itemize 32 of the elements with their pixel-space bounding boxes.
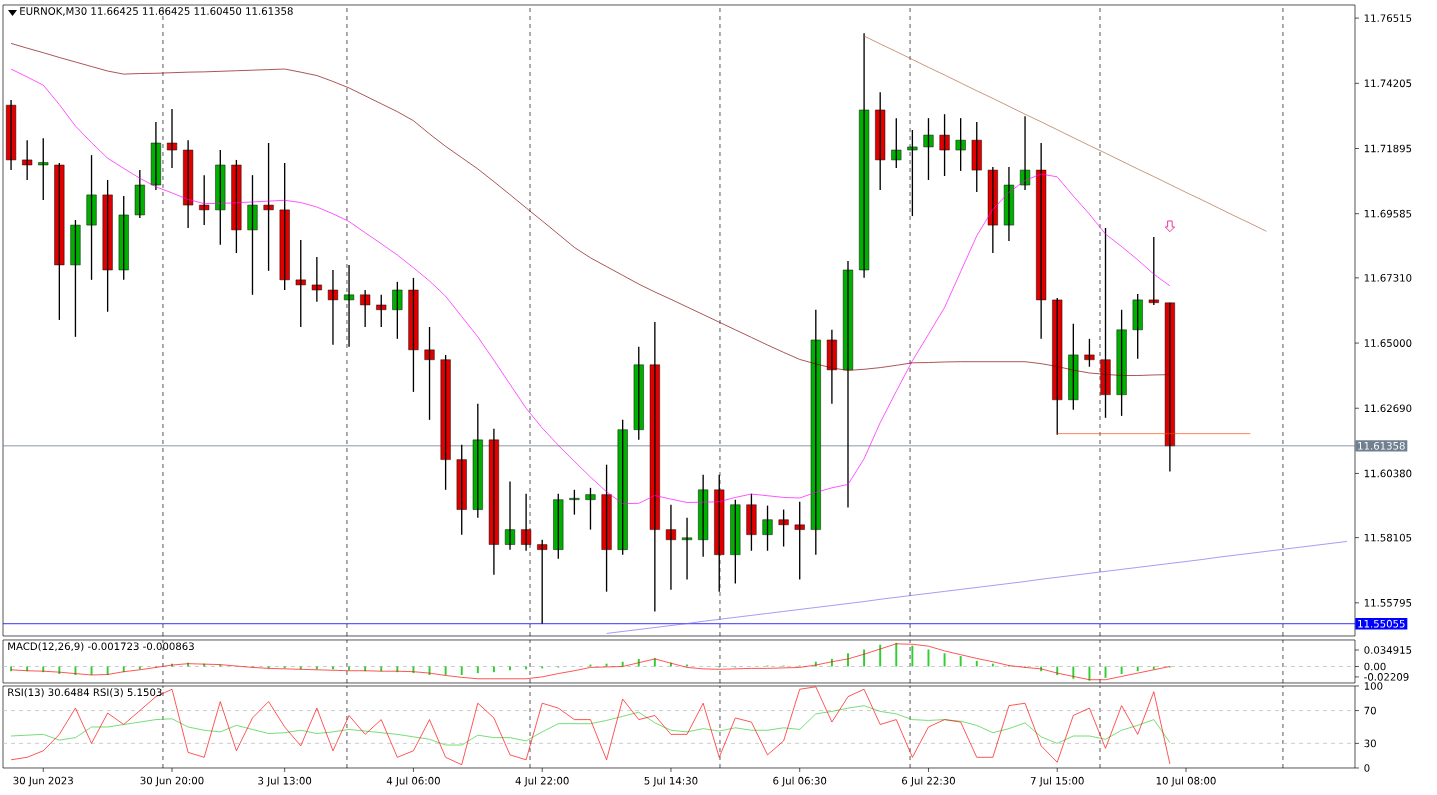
y-tick-label: 11.60380 xyxy=(1364,469,1412,478)
y-tick-label: 11.74205 xyxy=(1364,79,1412,88)
y-tick-label: 30 xyxy=(1364,739,1376,748)
y-tick-label: 11.62690 xyxy=(1364,404,1412,413)
y-tick-label: 11.67310 xyxy=(1364,274,1412,282)
ref-line-label: 11.55055 xyxy=(1358,619,1405,628)
x-tick-label: 30 Jun 2023 xyxy=(13,776,73,787)
y-tick-label: 11.76515 xyxy=(1364,14,1412,22)
x-tick-label: 10 Jul 08:00 xyxy=(1156,776,1216,787)
y-tick-label: 11.71895 xyxy=(1364,144,1412,153)
y-tick-label: 70 xyxy=(1364,706,1376,715)
y-tick-label: 100 xyxy=(1364,682,1383,690)
y-tick-label: 11.65000 xyxy=(1364,339,1412,347)
y-tick-label: 11.69585 xyxy=(1364,209,1412,218)
chart-title: EURNOK,M30 11.66425 11.66425 11.60450 11.61358 xyxy=(20,7,293,16)
y-tick-label: 11.55795 xyxy=(1364,598,1412,607)
y-tick-label: 11.58105 xyxy=(1364,533,1412,542)
chart-title: MACD(12,26,9) -0.001723 -0.000863 xyxy=(8,642,194,652)
x-tick-label: 30 Jun 20:00 xyxy=(140,776,204,787)
x-tick-label: 4 Jul 06:00 xyxy=(386,776,440,787)
y-tick-label: 0 xyxy=(1364,764,1370,772)
y-tick-label: 0.034915 xyxy=(1364,646,1412,654)
x-tick-label: 3 Jul 13:00 xyxy=(258,776,312,787)
x-tick-label: 6 Jul 22:30 xyxy=(902,776,955,787)
x-tick-label: 4 Jul 22:00 xyxy=(515,776,569,787)
y-tick-label: -0.02209 xyxy=(1364,673,1409,681)
x-tick-label: 7 Jul 15:00 xyxy=(1030,776,1084,787)
x-tick-label: 5 Jul 14:30 xyxy=(644,776,698,787)
ref-line-label: 11.61358 xyxy=(1358,442,1405,450)
chart-title: RSI(13) 30.6484 RSI(3) 5.1503 xyxy=(8,688,162,698)
x-tick-label: 6 Jul 06:30 xyxy=(773,776,827,787)
y-tick-label: 0.00 xyxy=(1364,662,1386,671)
